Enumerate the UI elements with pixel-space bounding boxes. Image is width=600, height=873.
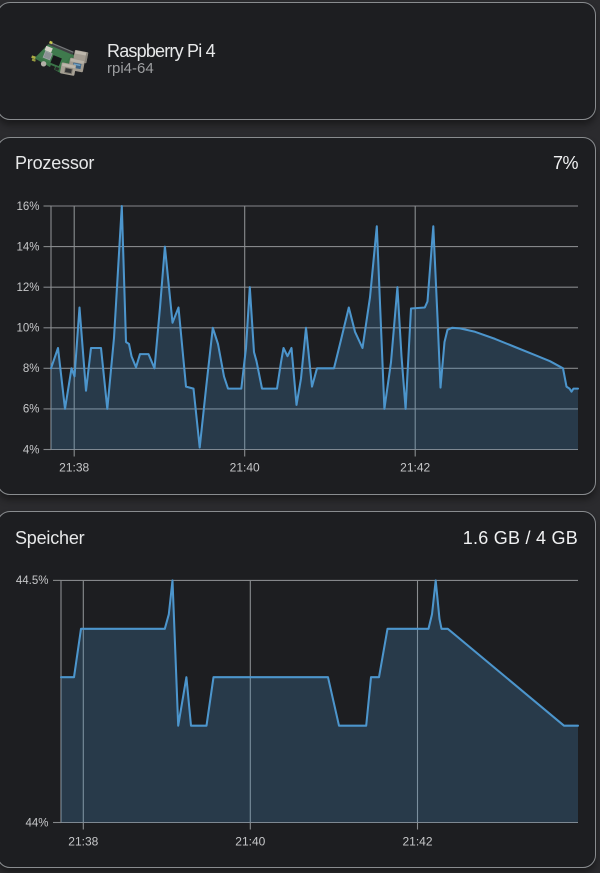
svg-text:10%: 10% xyxy=(16,323,39,335)
svg-text:21:40: 21:40 xyxy=(230,461,260,475)
svg-text:8%: 8% xyxy=(23,363,40,375)
svg-text:4%: 4% xyxy=(23,444,40,456)
svg-text:12%: 12% xyxy=(16,282,39,294)
svg-text:16%: 16% xyxy=(16,201,39,213)
svg-text:44%: 44% xyxy=(25,817,48,829)
svg-text:44.5%: 44.5% xyxy=(16,575,49,587)
svg-text:21:38: 21:38 xyxy=(59,461,89,475)
svg-text:21:42: 21:42 xyxy=(402,835,432,849)
svg-text:21:40: 21:40 xyxy=(235,835,265,849)
svg-text:21:38: 21:38 xyxy=(68,835,98,849)
svg-text:21:42: 21:42 xyxy=(400,461,430,475)
svg-text:14%: 14% xyxy=(16,241,39,253)
svg-text:6%: 6% xyxy=(23,404,40,416)
